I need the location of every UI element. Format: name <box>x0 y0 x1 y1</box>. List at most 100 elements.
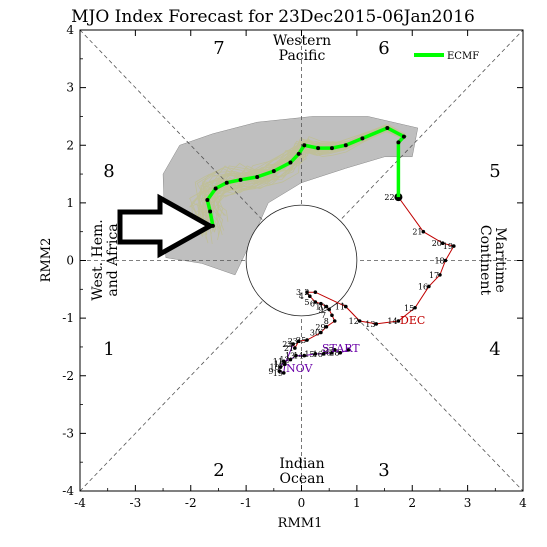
phase-1-label: 1 <box>103 339 114 360</box>
observed-day-label: 13 <box>285 352 295 361</box>
observed-day-label: 11 <box>335 303 345 312</box>
forecast-point <box>396 140 401 145</box>
observed-day-label: 19 <box>273 369 283 378</box>
phase-2-label: 2 <box>213 460 224 481</box>
region-left-line2: and Africa <box>105 223 121 296</box>
unit-circle <box>245 204 358 317</box>
forecast-point <box>316 146 321 151</box>
observed-point <box>313 300 318 304</box>
observed-day-label: 2 <box>304 288 309 297</box>
observed-point <box>413 305 417 310</box>
x-tick-label: 3 <box>464 496 472 510</box>
legend-label: ECMF <box>447 51 479 62</box>
forecast-point <box>360 136 365 141</box>
observed-day-label: 17 <box>429 271 439 280</box>
observed-point <box>308 294 312 299</box>
observed-day-label: 8 <box>324 317 329 326</box>
observed-point <box>294 353 298 358</box>
x-tick-label: -2 <box>185 496 197 510</box>
y-tick-label: -4 <box>62 484 74 498</box>
observed-point <box>313 352 318 356</box>
observed-point <box>443 258 448 263</box>
observed-point <box>346 348 351 352</box>
observed-day-label: 26 <box>321 349 331 358</box>
label-dec: DEC <box>400 314 425 327</box>
forecast-point <box>224 180 229 185</box>
phase-4-label: 4 <box>489 339 500 360</box>
observed-day-label: 27 <box>324 346 334 355</box>
phase-7-label: 7 <box>213 38 224 59</box>
observed-point <box>305 338 309 342</box>
observed-point <box>451 244 456 248</box>
observed-point <box>293 346 297 350</box>
phase-8-label: 8 <box>103 161 114 182</box>
phase-5-label: 5 <box>489 161 500 182</box>
observed-point <box>324 324 329 329</box>
observed-point <box>321 352 326 356</box>
observed-point <box>277 369 282 373</box>
observed-day-label: 9 <box>318 305 323 314</box>
observed-day-label: 15 <box>404 304 414 313</box>
observed-point <box>421 229 426 234</box>
observed-point <box>319 301 323 306</box>
observed-day-label: 29 <box>315 323 325 332</box>
observed-day-label: 30 <box>310 329 320 338</box>
observed-day-label: 3 <box>296 288 301 297</box>
observed-day-label: 10 <box>315 303 325 312</box>
forecast-point <box>213 186 218 191</box>
observed-point <box>302 353 307 358</box>
y-tick-label: 4 <box>66 23 74 37</box>
diagonal-line <box>79 29 524 492</box>
observed-point <box>324 304 329 309</box>
observed-day-label: 16 <box>313 350 323 359</box>
arrow-annotation <box>117 193 216 259</box>
observed-point <box>288 357 293 362</box>
forecast-point <box>329 146 334 151</box>
forecast-point <box>296 151 301 156</box>
observed-day-label: 18 <box>434 257 444 266</box>
observed-day-label: 20 <box>432 239 442 248</box>
label-start: START <box>322 342 360 355</box>
observed-day-label: 28 <box>329 349 339 358</box>
observed-day-label: 25 <box>296 336 306 345</box>
forecast-point <box>255 174 260 179</box>
observed-point <box>313 290 318 294</box>
region-right-line1: Maritime <box>492 227 508 293</box>
observed-point <box>278 365 283 369</box>
y-tick-label: 1 <box>66 196 74 210</box>
observed-point <box>291 342 295 346</box>
observed-point <box>438 273 442 277</box>
forecast-point <box>401 134 406 139</box>
x-tick-label: -1 <box>240 496 252 510</box>
observed-day-label: 22 <box>282 340 292 349</box>
observed-point <box>281 359 286 364</box>
observed-day-label: 16 <box>274 360 284 369</box>
y-tick-label: 2 <box>66 138 74 152</box>
observed-point <box>296 339 301 343</box>
observed-point <box>440 241 445 246</box>
legend: ECMF <box>414 51 479 62</box>
observed-point <box>330 313 334 318</box>
observed-point <box>396 319 401 323</box>
observed-day-label: 13 <box>365 320 375 329</box>
y-tick-label: -1 <box>62 311 74 325</box>
region-bottom-line2: Ocean <box>280 471 325 487</box>
y-axis-label: RMM2 <box>39 238 54 283</box>
chart-title: MJO Index Forecast for 23Dec2015-06Jan20… <box>71 7 475 27</box>
observed-day-label: 19 <box>443 242 453 251</box>
forecast-point <box>288 160 293 165</box>
x-axis-label: RMM1 <box>278 516 323 531</box>
observed-day-label: 21 <box>412 228 422 237</box>
observed-day-label: 6 <box>310 300 315 309</box>
region-top-line2: Pacific <box>279 48 326 64</box>
x-tick-label: 4 <box>519 496 527 510</box>
observed-point <box>374 322 379 326</box>
observed-point <box>427 284 431 289</box>
forecast-point <box>205 197 210 202</box>
observed-day-label: 23 <box>288 337 298 346</box>
x-tick-label: 2 <box>408 496 416 510</box>
y-tick-label: -2 <box>62 369 74 383</box>
forecast-point <box>238 177 243 182</box>
